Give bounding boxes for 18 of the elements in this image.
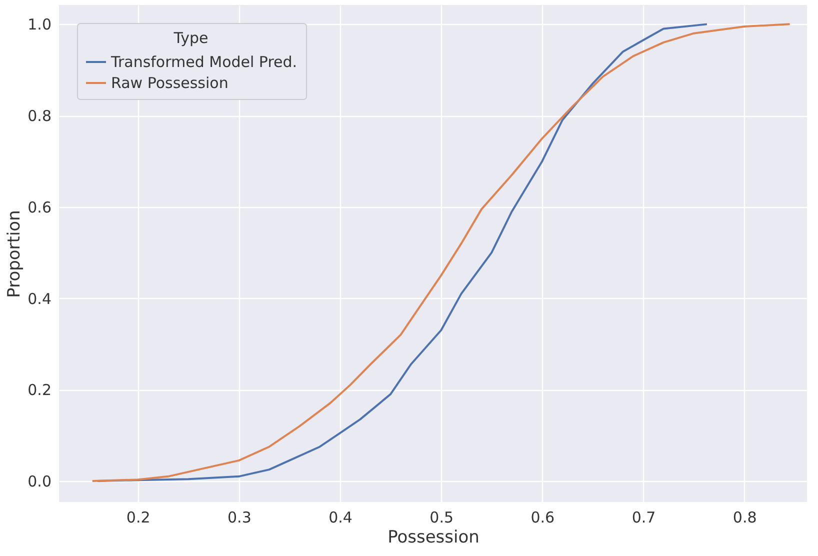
x-tick-label: 0.5 [430, 508, 454, 526]
legend-label: Transformed Model Pred. [110, 53, 298, 71]
y-tick-label: 0.2 [28, 381, 52, 400]
x-tick-label: 0.8 [732, 508, 757, 526]
legend-label: Raw Possession [111, 74, 228, 92]
legend-title: Type [172, 29, 208, 47]
x-axis-title: Possession [388, 528, 480, 548]
y-tick-label: 0.0 [28, 472, 52, 490]
x-tick-label: 0.2 [126, 508, 150, 526]
x-tick-label: 0.6 [530, 508, 555, 526]
y-axis-title: Proportion [4, 210, 25, 298]
y-tick-label: 0.4 [28, 290, 52, 308]
x-tick-label: 0.4 [328, 508, 352, 526]
y-tick-label: 1.0 [28, 16, 52, 34]
x-tick-label: 0.7 [632, 508, 656, 526]
y-tick-label: 0.8 [28, 107, 52, 126]
y-tick-label: 0.6 [28, 198, 52, 216]
x-tick-label: 0.3 [227, 508, 252, 526]
